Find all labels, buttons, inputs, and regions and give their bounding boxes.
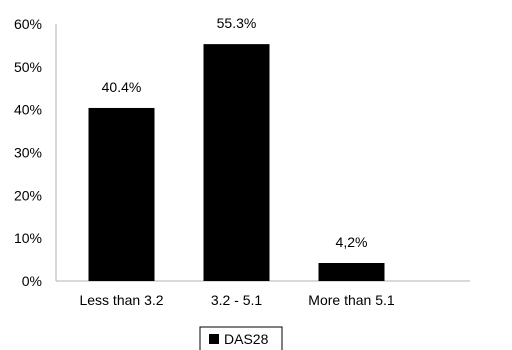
y-tick-label: 20% [14, 187, 42, 203]
y-axis-ticks: 0% 10% 20% 30% 40% 50% 60% [14, 16, 42, 289]
legend-label: DAS28 [224, 331, 269, 347]
y-tick-label: 0% [22, 273, 42, 289]
y-tick-label: 10% [14, 230, 42, 246]
category-label: Less than 3.2 [79, 292, 163, 308]
category-labels: Less than 3.2 3.2 - 5.1 More than 5.1 [79, 292, 394, 308]
category-label: 3.2 - 5.1 [211, 292, 263, 308]
bar [203, 44, 270, 281]
category-label: More than 5.1 [308, 292, 395, 308]
bar [88, 107, 155, 281]
data-label: 40.4% [102, 79, 142, 95]
y-tick-label: 40% [14, 102, 42, 118]
data-label: 55.3% [217, 15, 257, 31]
data-label: 4,2% [336, 234, 368, 250]
legend-swatch [209, 334, 219, 344]
legend-box [199, 326, 283, 350]
data-labels: 40.4% 55.3% 4,2% [102, 15, 368, 250]
bar [318, 263, 385, 281]
y-tick-label: 50% [14, 59, 42, 75]
legend: DAS28 [199, 326, 283, 350]
bars [88, 44, 385, 281]
y-tick-label: 60% [14, 16, 42, 32]
y-tick-label: 30% [14, 145, 42, 161]
